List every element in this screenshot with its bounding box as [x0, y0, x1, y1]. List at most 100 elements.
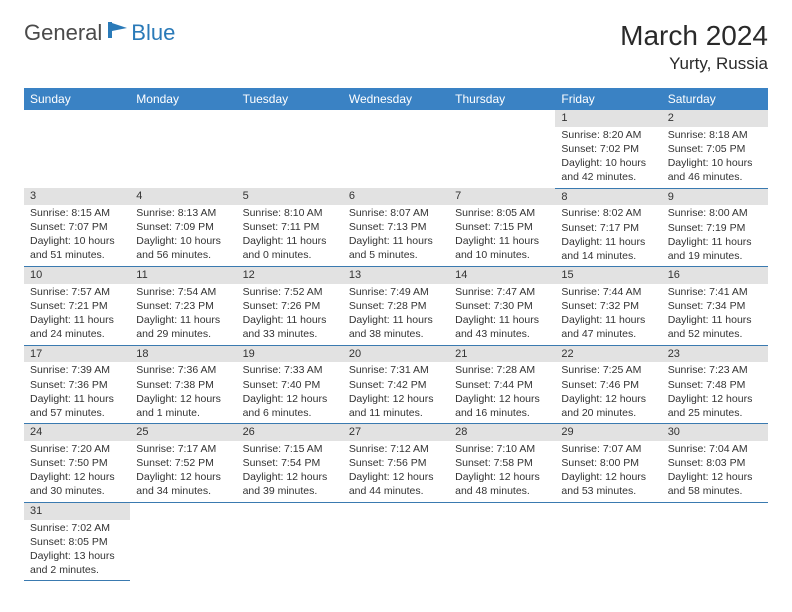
calendar-cell: 1Sunrise: 8:20 AMSunset: 7:02 PMDaylight…	[555, 110, 661, 188]
sunrise-line: Sunrise: 8:07 AM	[349, 207, 429, 219]
day-number: 13	[343, 267, 449, 284]
sunrise-line: Sunrise: 7:17 AM	[136, 443, 216, 455]
logo: General Blue	[24, 20, 175, 46]
daylight-line: Daylight: 13 hours and 2 minutes.	[30, 550, 115, 576]
sunset-line: Sunset: 7:46 PM	[561, 379, 639, 391]
logo-text-blue: Blue	[131, 20, 175, 46]
day-header: Sunday	[24, 88, 130, 110]
calendar-cell: 28Sunrise: 7:10 AMSunset: 7:58 PMDayligh…	[449, 424, 555, 503]
day-header: Friday	[555, 88, 661, 110]
calendar-cell: 30Sunrise: 7:04 AMSunset: 8:03 PMDayligh…	[662, 424, 768, 503]
calendar-cell	[24, 110, 130, 188]
calendar-week: 31 Sunrise: 7:02 AM Sunset: 8:05 PM Dayligh…	[24, 502, 768, 581]
calendar-cell	[555, 502, 661, 581]
daylight-line: Daylight: 11 hours and 0 minutes.	[243, 235, 327, 261]
daylight-line: Daylight: 11 hours and 52 minutes.	[668, 314, 752, 340]
day-number: 2	[662, 110, 768, 127]
day-number: 4	[130, 188, 236, 205]
calendar-cell: 22Sunrise: 7:25 AMSunset: 7:46 PMDayligh…	[555, 345, 661, 424]
daylight-line: Daylight: 12 hours and 39 minutes.	[243, 471, 328, 497]
day-header: Wednesday	[343, 88, 449, 110]
daylight-line: Daylight: 11 hours and 38 minutes.	[349, 314, 433, 340]
daylight-line: Daylight: 12 hours and 11 minutes.	[349, 393, 434, 419]
calendar-cell: 27Sunrise: 7:12 AMSunset: 7:56 PMDayligh…	[343, 424, 449, 503]
sunrise-line: Sunrise: 7:23 AM	[668, 364, 748, 376]
sunset-line: Sunset: 7:15 PM	[455, 221, 533, 233]
calendar-cell: 6Sunrise: 8:07 AMSunset: 7:13 PMDaylight…	[343, 188, 449, 267]
day-details: Sunrise: 7:23 AM Sunset: 7:48 PM Daylight:…	[662, 362, 768, 423]
sunrise-line: Sunrise: 7:07 AM	[561, 443, 641, 455]
calendar-table: SundayMondayTuesdayWednesdayThursdayFrid…	[24, 88, 768, 581]
calendar-cell: 15Sunrise: 7:44 AMSunset: 7:32 PMDayligh…	[555, 267, 661, 346]
sunrise-line: Sunrise: 7:04 AM	[668, 443, 748, 455]
day-details: Sunrise: 7:39 AMSunset: 7:36 PMDaylight:…	[24, 362, 130, 423]
day-number: 29	[555, 424, 661, 441]
day-details: Sunrise: 7:41 AMSunset: 7:34 PMDaylight:…	[662, 284, 768, 345]
day-details: Sunrise: 7:57 AMSunset: 7:21 PMDaylight:…	[24, 284, 130, 345]
calendar-week: 24Sunrise: 7:20 AMSunset: 7:50 PMDayligh…	[24, 424, 768, 503]
sunrise-line: Sunrise: 8:13 AM	[136, 207, 216, 219]
day-number: 15	[555, 267, 661, 284]
day-number: 23	[662, 346, 768, 363]
sunrise-line: Sunrise: 7:02 AM	[30, 522, 110, 534]
day-number: 5	[237, 188, 343, 205]
calendar-cell: 23Sunrise: 7:23 AM Sunset: 7:48 PM Dayligh…	[662, 345, 768, 424]
daylight-line: Daylight: 12 hours and 48 minutes.	[455, 471, 540, 497]
sunset-line: Sunset: 7:02 PM	[561, 143, 639, 155]
day-header: Tuesday	[237, 88, 343, 110]
day-number: 18	[130, 346, 236, 363]
daylight-line: Daylight: 11 hours and 43 minutes.	[455, 314, 539, 340]
day-number: 21	[449, 346, 555, 363]
sunrise-line: Sunrise: 7:47 AM	[455, 286, 535, 298]
calendar-cell	[343, 110, 449, 188]
day-number: 31	[24, 503, 130, 520]
day-details: Sunrise: 8:02 AMSunset: 7:17 PMDaylight:…	[555, 205, 661, 266]
daylight-line: Daylight: 12 hours and 25 minutes.	[668, 393, 753, 419]
day-details: Sunrise: 8:13 AMSunset: 7:09 PMDaylight:…	[130, 205, 236, 266]
daylight-line: Daylight: 10 hours and 51 minutes.	[30, 235, 115, 261]
day-details: Sunrise: 8:18 AMSunset: 7:05 PMDaylight:…	[662, 127, 768, 188]
day-number: 14	[449, 267, 555, 284]
daylight-line: Daylight: 11 hours and 10 minutes.	[455, 235, 539, 261]
calendar-cell	[130, 110, 236, 188]
calendar-cell: 25Sunrise: 7:17 AMSunset: 7:52 PMDayligh…	[130, 424, 236, 503]
page-header: General Blue March 2024 Yurty, Russia	[24, 20, 768, 74]
calendar-page: General Blue March 2024 Yurty, Russia Su…	[0, 0, 792, 601]
daylight-line: Daylight: 11 hours and 33 minutes.	[243, 314, 327, 340]
sunrise-line: Sunrise: 7:49 AM	[349, 286, 429, 298]
calendar-cell	[237, 110, 343, 188]
day-header: Saturday	[662, 88, 768, 110]
day-number: 3	[24, 188, 130, 205]
sunset-line: Sunset: 8:05 PM	[30, 536, 108, 548]
calendar-cell: 20Sunrise: 7:31 AMSunset: 7:42 PMDayligh…	[343, 345, 449, 424]
day-number: 9	[662, 189, 768, 206]
daylight-line: Daylight: 12 hours and 30 minutes.	[30, 471, 115, 497]
calendar-cell: 9Sunrise: 8:00 AMSunset: 7:19 PMDaylight…	[662, 188, 768, 267]
calendar-cell: 18Sunrise: 7:36 AMSunset: 7:38 PMDayligh…	[130, 345, 236, 424]
day-header: Monday	[130, 88, 236, 110]
sunset-line: Sunset: 7:50 PM	[30, 457, 108, 469]
calendar-week: 17Sunrise: 7:39 AMSunset: 7:36 PMDayligh…	[24, 345, 768, 424]
day-details: Sunrise: 7:36 AMSunset: 7:38 PMDaylight:…	[130, 362, 236, 423]
logo-text-general: General	[24, 20, 102, 46]
location: Yurty, Russia	[620, 54, 768, 74]
calendar-cell: 11Sunrise: 7:54 AMSunset: 7:23 PMDayligh…	[130, 267, 236, 346]
day-number: 1	[555, 110, 661, 127]
daylight-line: Daylight: 11 hours and 29 minutes.	[136, 314, 220, 340]
daylight-line: Daylight: 12 hours and 16 minutes.	[455, 393, 540, 419]
sunset-line: Sunset: 7:48 PM	[668, 379, 746, 391]
day-number: 25	[130, 424, 236, 441]
day-details: Sunrise: 7:20 AMSunset: 7:50 PMDaylight:…	[24, 441, 130, 502]
calendar-cell: 4Sunrise: 8:13 AMSunset: 7:09 PMDaylight…	[130, 188, 236, 267]
day-details: Sunrise: 8:05 AMSunset: 7:15 PMDaylight:…	[449, 205, 555, 266]
calendar-cell: 3Sunrise: 8:15 AMSunset: 7:07 PMDaylight…	[24, 188, 130, 267]
daylight-line: Daylight: 10 hours and 56 minutes.	[136, 235, 221, 261]
flag-icon	[107, 21, 129, 44]
sunrise-line: Sunrise: 7:44 AM	[561, 286, 641, 298]
calendar-cell: 12Sunrise: 7:52 AMSunset: 7:26 PMDayligh…	[237, 267, 343, 346]
sunset-line: Sunset: 7:30 PM	[455, 300, 533, 312]
calendar-body: 1Sunrise: 8:20 AMSunset: 7:02 PMDaylight…	[24, 110, 768, 581]
calendar-cell	[449, 110, 555, 188]
title-block: March 2024 Yurty, Russia	[620, 20, 768, 74]
sunrise-line: Sunrise: 8:00 AM	[668, 207, 748, 219]
